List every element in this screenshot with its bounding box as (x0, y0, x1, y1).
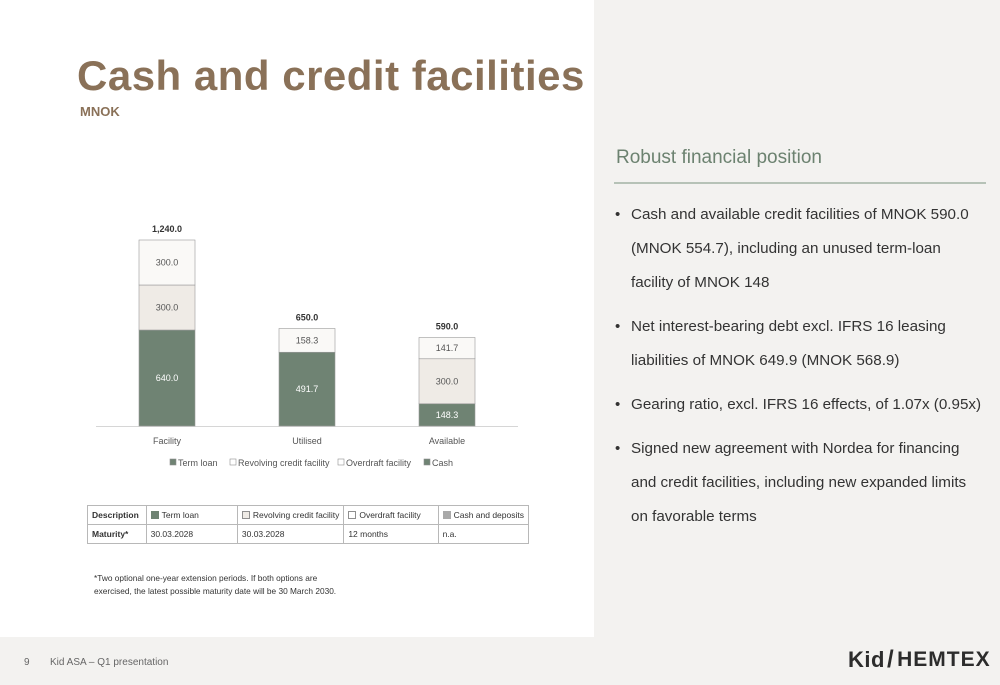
legend-label: Cash (432, 458, 453, 468)
legend-label: Term loan (178, 458, 218, 468)
right-panel (594, 0, 1000, 637)
bar-segment (418, 337, 476, 360)
bar-segment (278, 351, 336, 427)
bullet-icon: • (615, 206, 621, 223)
side-heading: Robust financial position (616, 147, 822, 168)
footer-bar (0, 637, 1000, 685)
table-cell: 30.03.2028 (236, 524, 345, 544)
table-header-overdraft: Overdraft facility (343, 505, 439, 525)
data-label: 300.0 (156, 303, 179, 313)
data-label: 148.3 (436, 410, 459, 420)
category-label: Utilised (292, 436, 322, 446)
footer-label: Kid ASA – Q1 presentation (50, 657, 169, 668)
table-header-row: Description Term loan Revolving credit f… (87, 505, 530, 525)
stacked-bar-chart: 640.0 300.0 300.0 1,240.0 Facility 491.7 158.3… (96, 224, 518, 468)
table-row: Maturity* 30.03.2028 30.03.2028 12 month… (87, 524, 530, 544)
overdraft-swatch (348, 511, 357, 519)
table-header-term-loan: Term loan (145, 505, 238, 525)
table-cell: 12 months (343, 524, 439, 544)
footnote: *Two optional one-year extension periods… (94, 573, 337, 596)
bullet-item: • Signed new agreement with Nordea for fi… (614, 432, 986, 534)
data-label: 158.3 (296, 335, 319, 345)
data-label: 141.7 (436, 343, 459, 353)
logo-hemtex: HEMTEX (897, 648, 991, 671)
total-label: 1,240.0 (152, 224, 182, 234)
term-loan-swatch (150, 511, 159, 519)
slide-subtitle: MNOK (80, 104, 120, 119)
bar-segment (138, 329, 196, 427)
data-label: 300.0 (436, 376, 459, 386)
legend-swatch (229, 458, 237, 466)
table-header-cash: Cash and deposits (437, 505, 530, 525)
logo-kid: Kid (848, 647, 885, 672)
maturity-table: Description Term loan Revolving credit f… (87, 505, 530, 544)
bullet-icon: • (615, 318, 621, 335)
bullet-icon: • (615, 440, 621, 457)
revolving-swatch (241, 511, 250, 519)
bullet-icon: • (615, 396, 621, 413)
logo-slash: / (886, 646, 895, 673)
bullet-item: • Gearing ratio, excl. IFRS 16 effects, o… (614, 388, 986, 422)
legend-swatch (337, 458, 345, 466)
bullet-item: • Cash and available credit facilities of… (614, 198, 986, 300)
table-cell: n.a. (437, 524, 530, 544)
page-number: 9 (24, 657, 30, 668)
data-label: 300.0 (156, 258, 179, 268)
bullet-list: • Cash and available credit facilities of… (614, 198, 986, 544)
table-header-revolving: Revolving credit facility (236, 505, 345, 525)
legend-label: Overdraft facility (346, 458, 412, 468)
table-cell: 30.03.2028 (145, 524, 238, 544)
legend-swatch (169, 458, 177, 466)
bar-segment (138, 239, 196, 286)
data-label: 640.0 (156, 373, 179, 383)
company-logo: Kid / HEMTEX (848, 645, 991, 675)
slide-title: Cash and credit facilities (77, 52, 585, 99)
bar-segment (138, 284, 196, 331)
table-header-description: Description (87, 505, 147, 525)
divider (614, 182, 986, 184)
bar-segment (278, 328, 336, 353)
total-label: 650.0 (296, 313, 319, 323)
category-label: Facility (153, 436, 182, 446)
cash-swatch (442, 511, 451, 519)
legend-swatch (423, 458, 431, 466)
category-label: Available (429, 436, 465, 446)
bullet-item: • Net interest-bearing debt excl. IFRS 16… (614, 310, 986, 378)
table-row-label: Maturity* (87, 524, 147, 544)
total-label: 590.0 (436, 322, 459, 332)
data-label: 491.7 (296, 384, 319, 394)
legend-label: Revolving credit facility (238, 458, 330, 468)
